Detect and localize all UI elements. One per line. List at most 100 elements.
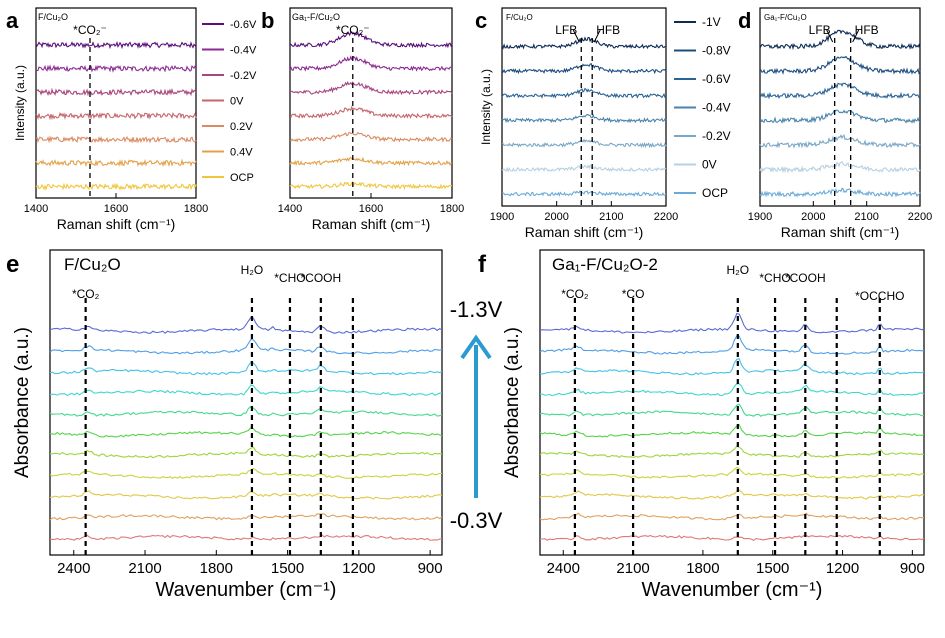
inset-label: F/Cu₂O [38, 12, 68, 22]
series-line--0.6V [501, 87, 667, 99]
peak-annotation: H₂O [726, 263, 749, 277]
annotation-arrow [593, 29, 601, 43]
annotation-arrow [852, 29, 860, 43]
peak-annotation: *CO₂⁻ [73, 23, 107, 37]
x-tick-label: 1400 [278, 203, 302, 215]
x-tick-label: 2200 [654, 211, 678, 223]
peak-annotation: *OCCHO [855, 289, 904, 303]
series-line--0.4V [49, 513, 443, 521]
x-tick-label: 1800 [184, 203, 208, 215]
legend-label: -0.2V [702, 129, 731, 143]
peak-annotation: H₂O [241, 263, 264, 277]
series-line--0.2V [289, 80, 453, 96]
inset-label: F/Cu₂O [64, 255, 121, 274]
x-tick-label: 1900 [490, 211, 514, 223]
x-axis-label: Raman shift (cm⁻¹) [312, 216, 431, 232]
x-tick-label: 2100 [599, 211, 623, 223]
x-tick-label: 2000 [544, 211, 568, 223]
series-line--0.5V [539, 489, 925, 500]
legend-label: OCP [702, 186, 728, 200]
series-line--0.6V [49, 467, 442, 479]
series-line--1.3V [539, 312, 925, 334]
series-line--1V [759, 29, 921, 51]
x-tick-label: 1400 [24, 203, 48, 215]
peak-annotation: *CHO [274, 271, 305, 285]
series-line--0.4V [759, 109, 921, 124]
panel-d: d Ga₁-F/Cu₂O 1900 2000 2100 2200 Raman shift (… [738, 7, 932, 240]
plot-frame [35, 7, 197, 199]
series-line--0.8V [501, 62, 667, 75]
x-tick-label: 2400 [547, 560, 580, 577]
panel-a: a F/Cu₂O 1400 1600 1800 Raman shift (cm⁻¹) Int… [6, 7, 257, 232]
potential-bottom-label: -0.3V [450, 508, 503, 533]
legend-label: OCP [230, 172, 254, 184]
series-line--0.2V [35, 87, 197, 97]
legend-label: -0.2V [230, 70, 257, 82]
series-line-0.4V [35, 158, 197, 168]
inset-label: Ga₁-F/Cu₂O [764, 13, 807, 22]
plot-frame [501, 7, 667, 207]
peak-annotation: *CHO [759, 271, 790, 285]
peak-annotation: *CO₂ [72, 287, 100, 301]
series-line--0.8V [49, 427, 443, 438]
series-line-0.2V [289, 131, 453, 143]
series-line-0V [501, 163, 667, 173]
y-axis-label: Intensity (a.u.) [13, 65, 27, 141]
x-tick-label: 1800 [440, 203, 464, 215]
peak-annotation: LFB [809, 23, 831, 37]
panel-letter: f [478, 251, 487, 278]
series-line--0.2V [501, 138, 667, 149]
series-line--1.0V [49, 384, 443, 397]
legend-label: -0.6V [702, 72, 731, 86]
panel-c: c F/Cu₂O 1900 2000 2100 2200 Raman shift (cm⁻¹… [475, 7, 731, 240]
x-axis-label: Raman shift (cm⁻¹) [525, 224, 644, 240]
series-line-OCP [501, 190, 667, 197]
series-line--0.6V [759, 82, 921, 100]
x-tick-label: 900 [900, 560, 925, 577]
series-line-0V [35, 111, 197, 121]
y-axis-label: Intensity (a.u.) [479, 69, 493, 145]
legend-label: -0.6V [230, 19, 257, 31]
series-line--0.4V [539, 512, 925, 521]
x-tick-label: 2100 [616, 560, 649, 577]
series-line--0.8V [539, 424, 925, 438]
series-line-0.4V [289, 156, 453, 167]
series-line--1V [501, 36, 666, 50]
series-line--0.7V [50, 446, 443, 459]
peak-annotation: *CO [622, 287, 645, 301]
x-tick-label: 2400 [57, 560, 90, 577]
legend: -0.6V -0.4V -0.2V 0V 0.2V 0.4V OCP [202, 19, 257, 184]
y-axis-label: Absorbance (a.u.) [502, 327, 523, 478]
panel-letter: a [6, 8, 19, 33]
series-line--0.9V [539, 403, 925, 417]
plot-frame [49, 249, 443, 556]
series-line--0.3V [539, 534, 925, 542]
series-line--0.4V [289, 55, 453, 72]
x-tick-label: 1800 [200, 560, 233, 577]
series-line--1.1V [49, 361, 443, 376]
plot-frame [539, 249, 925, 556]
x-tick-label: 1200 [342, 560, 375, 577]
series-line--0.2V [759, 134, 921, 149]
x-axis-label: Wavenumber (cm⁻¹) [156, 579, 337, 601]
x-tick-label: 2100 [128, 560, 161, 577]
x-axis-label: Raman shift (cm⁻¹) [57, 216, 176, 232]
x-tick-label: 2200 [908, 211, 932, 223]
legend-label: 0V [230, 96, 244, 108]
series-line-0V [759, 160, 921, 174]
inset-label: Ga₁-F/Cu₂O [292, 12, 340, 22]
peak-annotation: *COOH [301, 271, 342, 285]
series-line--0.9V [49, 405, 443, 417]
series-line--1.2V [539, 335, 925, 355]
series-line-OCP [759, 187, 921, 198]
panel-b: b Ga₁-F/Cu₂O 1400 1600 1800 Raman shift (cm⁻¹… [261, 7, 464, 232]
potential-arrow-group: -1.3V -0.3V [450, 297, 503, 533]
series-line-0V [289, 105, 453, 120]
series-line-OCP [35, 182, 197, 191]
legend-label: 0.2V [230, 121, 253, 133]
legend-label: -1V [702, 15, 721, 29]
legend-label: -0.8V [702, 44, 731, 58]
peak-annotation: *COOH [785, 271, 826, 285]
x-axis-label: Wavenumber (cm⁻¹) [642, 579, 823, 601]
